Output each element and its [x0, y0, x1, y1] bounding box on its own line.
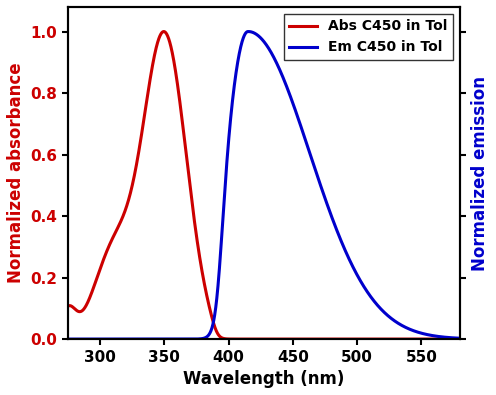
Y-axis label: Normalized emission: Normalized emission [471, 75, 489, 271]
Abs C450 in Tol [215, 332, 221, 337]
Em C450 in Tol [65, 337, 71, 341]
Em C450 in Tol [232, 76, 238, 81]
Legend: Abs C450 in Tol, Em C450 in Tol: Abs C450 in Tol, Em C450 in Tol [284, 14, 453, 60]
Em C450 in Tol [110, 337, 116, 341]
Line: Em C450 in Tol: Em C450 in Tol [68, 32, 460, 339]
Line: Abs C450 in Tol: Abs C450 in Tol [68, 32, 460, 339]
X-axis label: Wavelength (nm): Wavelength (nm) [183, 370, 345, 388]
Em C450 in Tol [215, 280, 221, 285]
Em C450 in Tol [449, 335, 455, 340]
Em C450 in Tol [457, 336, 463, 340]
Em C450 in Tol [133, 337, 139, 341]
Abs C450 in Tol [457, 337, 463, 341]
Em C450 in Tol [246, 29, 251, 34]
Abs C450 in Tol [133, 166, 139, 170]
Abs C450 in Tol [161, 29, 167, 34]
Abs C450 in Tol [110, 236, 116, 241]
Em C450 in Tol [407, 327, 413, 332]
Y-axis label: Normalized absorbance: Normalized absorbance [7, 63, 25, 283]
Abs C450 in Tol [233, 337, 239, 341]
Abs C450 in Tol [449, 337, 455, 341]
Abs C450 in Tol [407, 337, 413, 341]
Abs C450 in Tol [65, 304, 71, 308]
